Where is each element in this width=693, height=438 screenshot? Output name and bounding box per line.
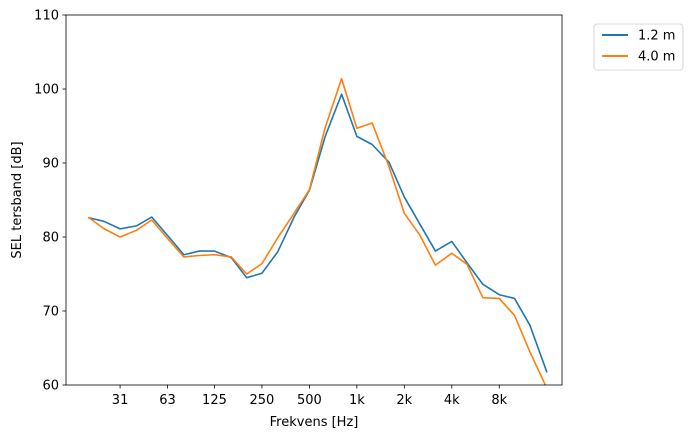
y-tick-label-80: 80 [42, 231, 59, 246]
y-tick-label-90: 90 [42, 157, 59, 172]
x-tick-label-125: 125 [202, 393, 227, 408]
x-axis: 31 63 125 250 500 1k 2k 4k 8k [112, 385, 508, 408]
y-tick-label-70: 70 [42, 305, 59, 320]
legend-label-4-0m: 4.0 m [638, 50, 675, 65]
series-layer [87, 77, 548, 385]
y-tick-label-110: 110 [34, 9, 59, 24]
x-tick-label-63: 63 [159, 393, 176, 408]
x-tick-label-2k: 2k [396, 393, 412, 408]
plot-frame [65, 14, 563, 386]
y-axis: 60 70 80 90 100 110 [34, 9, 66, 394]
x-tick-label-31: 31 [112, 393, 129, 408]
legend-label-1-2m: 1.2 m [638, 29, 675, 44]
x-tick-label-500: 500 [297, 393, 322, 408]
y-axis-label: SEL tersband [dB] [10, 141, 25, 258]
x-axis-label: Frekvens [Hz] [270, 415, 359, 430]
series-line-1-2-m [88, 93, 548, 373]
x-tick-label-8k: 8k [491, 393, 507, 408]
x-tick-label-250: 250 [250, 393, 275, 408]
series-line-4-0-m [87, 77, 547, 385]
y-tick-label-60: 60 [42, 379, 59, 394]
x-tick-label-4k: 4k [444, 393, 460, 408]
x-tick-label-1k: 1k [349, 393, 365, 408]
legend: 1.2 m 4.0 m [593, 23, 684, 71]
plot-area [65, 14, 563, 386]
y-tick-label-100: 100 [34, 83, 59, 98]
